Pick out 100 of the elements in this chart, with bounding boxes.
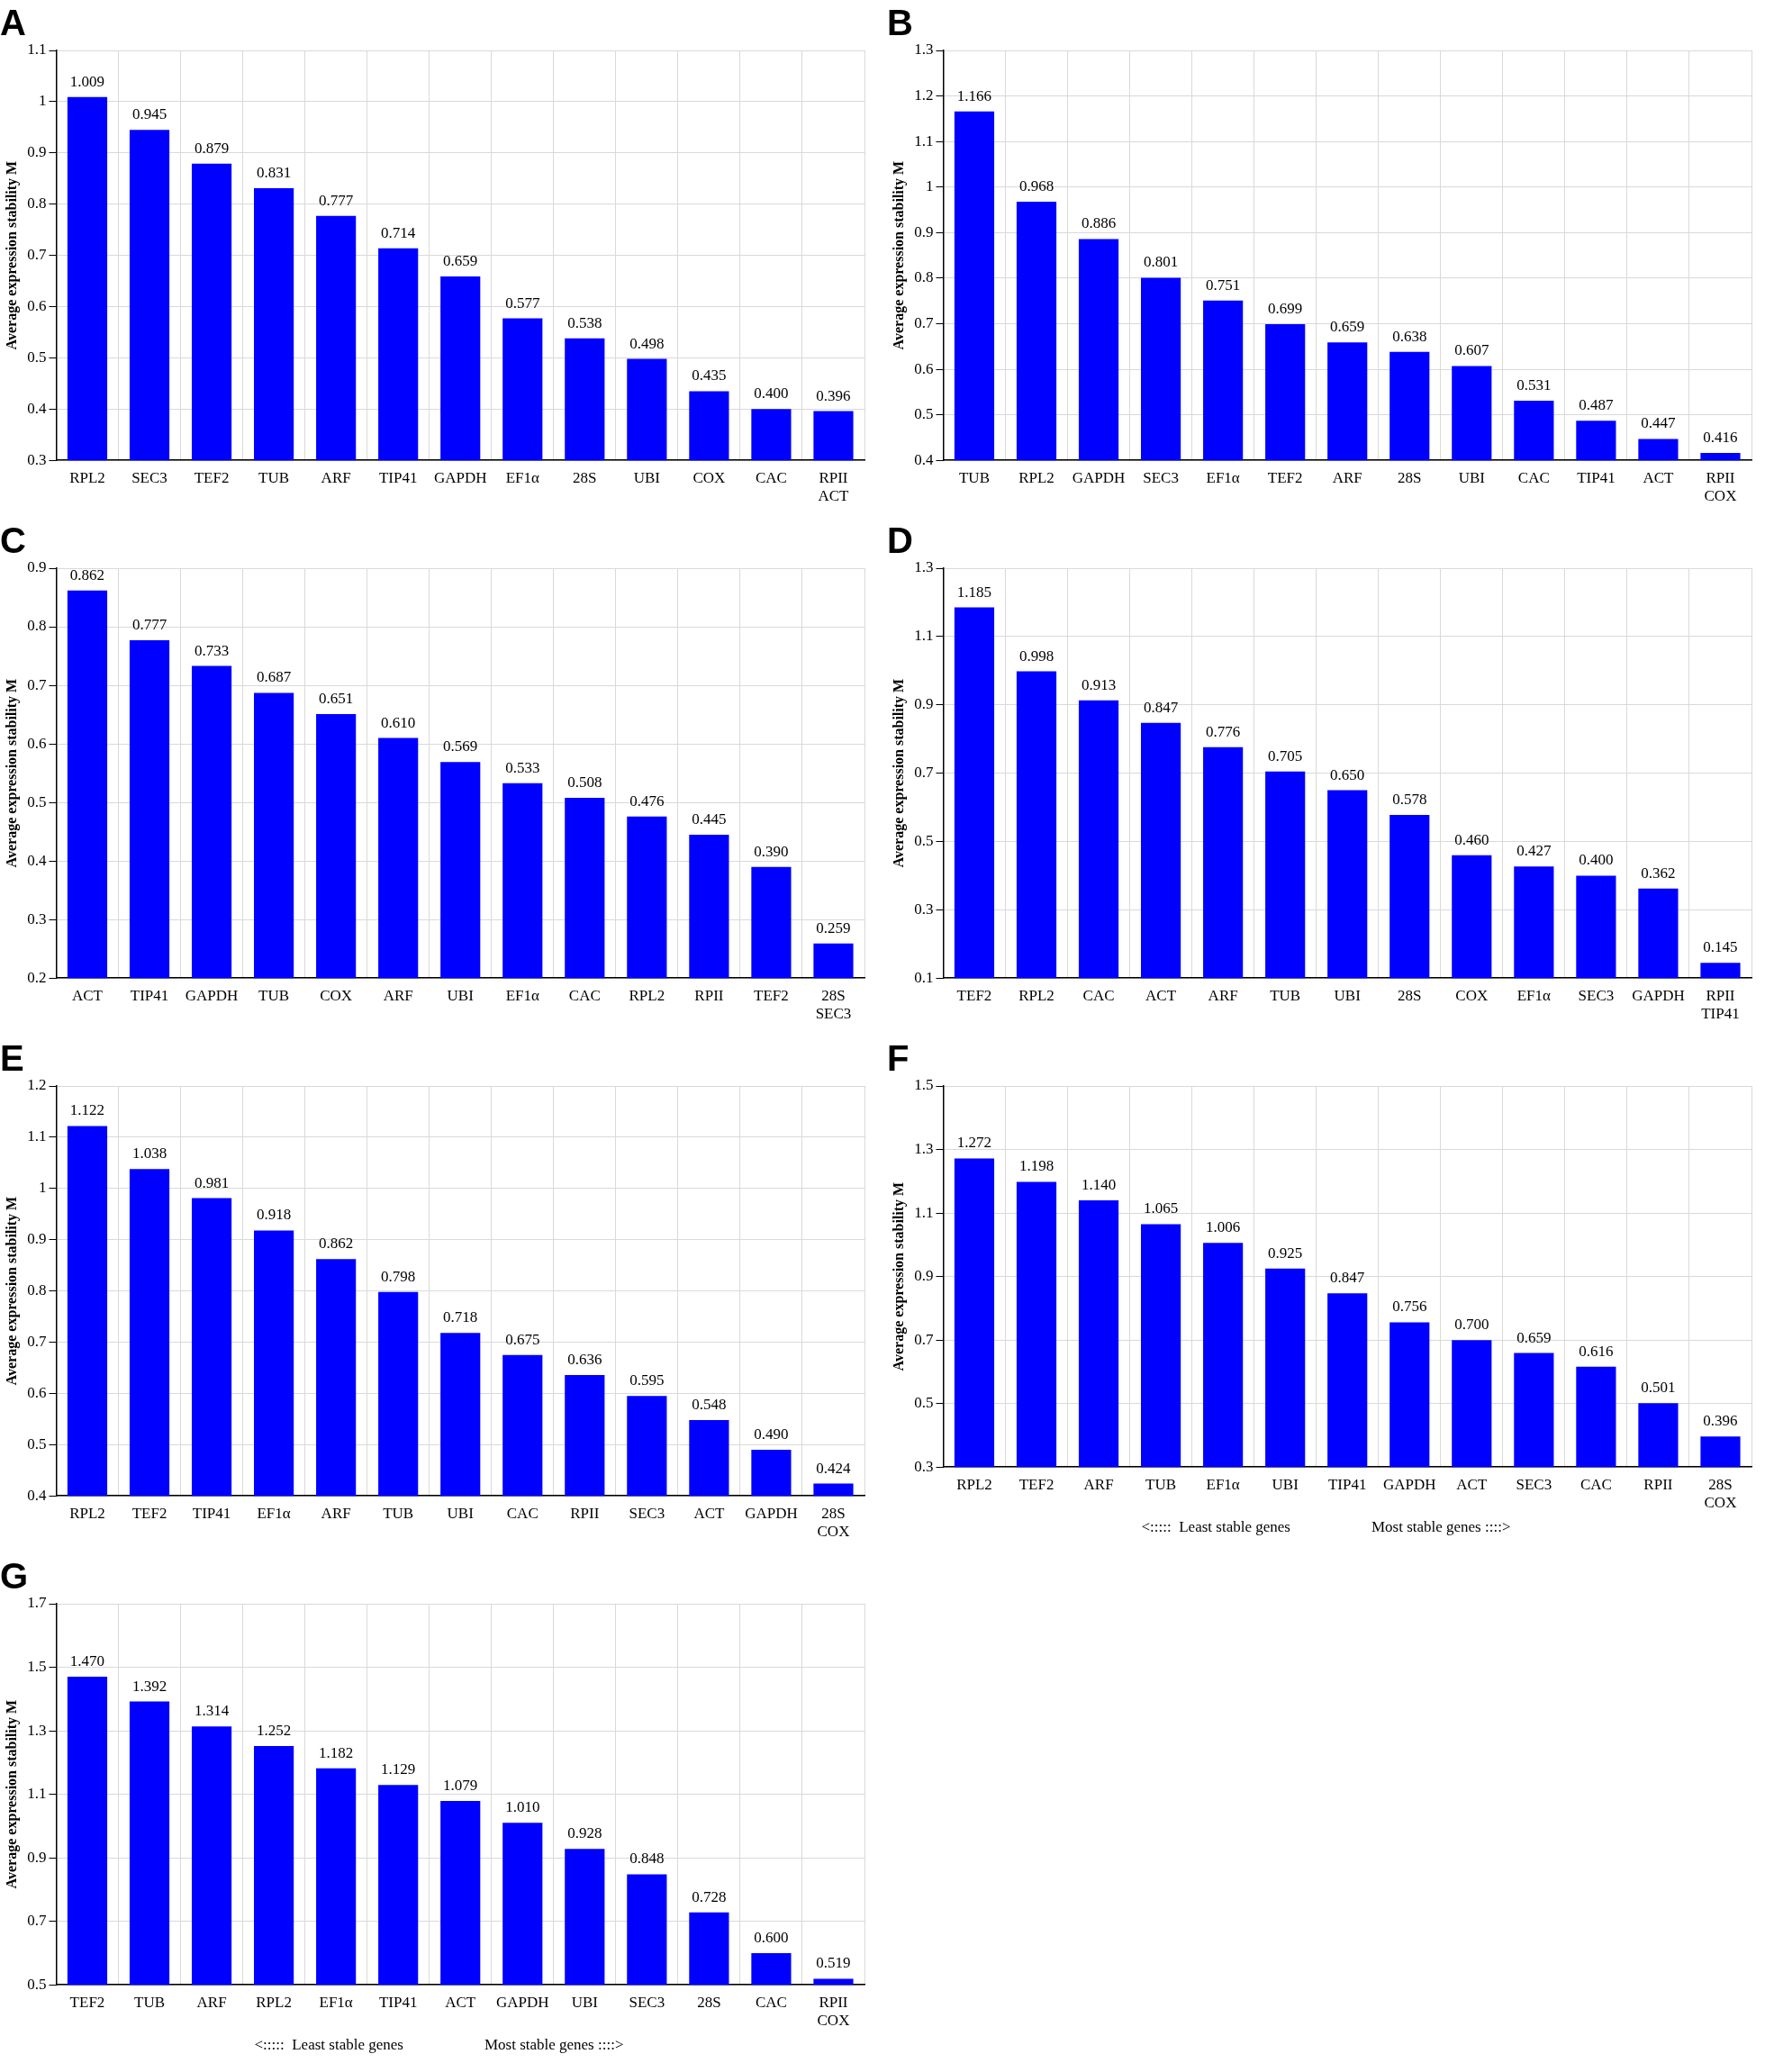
x-tick-label: ARF <box>1083 1475 1114 1493</box>
y-tick-label: 1 <box>38 1179 47 1197</box>
x-tick-label: TIP41 <box>192 1504 231 1522</box>
x-tick-label: TEF2 <box>956 986 992 1004</box>
y-tick-label: 0.4 <box>914 450 934 468</box>
data-label: 1.038 <box>131 1145 167 1163</box>
text: Most stable genes ::::> <box>484 2036 624 2054</box>
x-tick-label: ARF <box>1208 986 1238 1004</box>
data-label: 0.848 <box>629 1850 665 1868</box>
data-label: 0.577 <box>505 294 540 312</box>
x-tick-label: EF1α <box>505 468 539 486</box>
x-tick-label: GAPDH <box>1632 986 1685 1004</box>
x-tick-label: SEC3 <box>1516 1475 1552 1493</box>
x-tick-label: COX <box>1455 986 1489 1004</box>
x-tick-label: RPL2 <box>256 1993 292 2011</box>
data-label: 0.879 <box>194 139 230 157</box>
data-label: 0.508 <box>567 773 602 791</box>
x-tick-label: RPII <box>694 986 724 1004</box>
y-tick-label: 0.6 <box>27 1383 47 1401</box>
x-tick-label: GAPDH <box>185 986 239 1004</box>
x-tick-label: 28S <box>1398 468 1422 486</box>
x-tick-label: TUB <box>258 986 290 1004</box>
data-label: 0.435 <box>692 366 727 385</box>
y-tick-label: 0.7 <box>27 246 47 264</box>
x-tick-label: UBI <box>1458 468 1486 486</box>
y-tick-label: 1 <box>38 92 47 110</box>
data-label: 0.714 <box>381 223 416 241</box>
data-label: 0.945 <box>131 105 167 123</box>
y-tick-label: 0.3 <box>914 1457 934 1475</box>
y-tick-label: 0.5 <box>27 1975 47 1993</box>
data-label: 0.519 <box>816 1954 851 1972</box>
data-label: 0.998 <box>1018 647 1054 665</box>
y-tick-label: 0.5 <box>27 792 47 810</box>
data-label: 0.777 <box>319 191 354 209</box>
y-tick-label: 0.2 <box>27 968 47 986</box>
y-tick-label: 1.1 <box>914 627 934 645</box>
y-tick-label: 0.6 <box>27 296 47 314</box>
y-axis-title: Average expression stability M <box>890 678 907 868</box>
y-tick-label: 0.7 <box>27 1912 47 1930</box>
x-tick-label: EF1α <box>257 1504 291 1522</box>
y-tick-label: 0.8 <box>27 617 47 635</box>
data-label: 1.140 <box>1081 1175 1117 1193</box>
x-tick-label: GAPDH <box>745 1504 798 1522</box>
data-label: 0.501 <box>1641 1379 1676 1397</box>
x-tick-label: SEC3 <box>1143 468 1179 486</box>
x-tick-label: TUB <box>134 1993 166 2011</box>
data-label: 0.756 <box>1392 1298 1427 1316</box>
x-tick-label: EF1α <box>505 986 539 1004</box>
y-tick-label: 0.3 <box>914 900 934 918</box>
x-tick-label: SEC3 <box>629 1504 665 1522</box>
y-tick-label: 0.5 <box>27 1434 47 1452</box>
x-tick-label: RPII COX <box>1704 468 1737 505</box>
data-label: 0.490 <box>754 1425 789 1443</box>
y-tick-label: 1.2 <box>914 86 934 104</box>
x-tick-label: ARF <box>321 1504 351 1522</box>
x-tick-label: RPL2 <box>956 1475 992 1493</box>
x-tick-label: COX <box>692 468 726 486</box>
data-label: 0.928 <box>567 1824 602 1842</box>
y-tick-label: 0.4 <box>27 399 47 417</box>
data-label: 1.009 <box>69 72 105 90</box>
y-tick-label: 0.9 <box>914 1267 934 1285</box>
x-tick-label: RPL2 <box>69 468 105 486</box>
data-label: 1.392 <box>131 1677 167 1695</box>
x-tick-label: RPII <box>1643 1475 1673 1493</box>
chart-title: G <box>0 1556 29 1597</box>
data-label: 0.651 <box>319 689 354 707</box>
data-label: 0.416 <box>1703 429 1738 447</box>
x-tick-label: CAC <box>755 1993 787 2011</box>
y-tick-label: 0.6 <box>914 359 934 377</box>
data-label: 0.396 <box>1703 1412 1738 1430</box>
data-label: 0.447 <box>1641 414 1677 432</box>
x-tick-label: TIP41 <box>1577 468 1616 486</box>
y-tick-label: 1.3 <box>914 41 934 59</box>
data-label: 0.886 <box>1081 214 1117 232</box>
data-label: 0.259 <box>816 918 851 936</box>
data-label: 0.390 <box>754 842 789 860</box>
data-label: 0.610 <box>381 713 416 731</box>
x-tick-label: RPII <box>570 1504 600 1522</box>
y-tick-label: 1.3 <box>914 1140 934 1157</box>
data-label: 0.531 <box>1516 375 1552 394</box>
x-tick-label: CAC <box>1082 986 1115 1004</box>
y-tick-label: 1.5 <box>914 1076 934 1094</box>
data-label: 0.638 <box>1392 327 1427 345</box>
y-tick-label: 0.9 <box>27 143 47 161</box>
chart-title: E <box>0 1038 24 1079</box>
data-label: 0.400 <box>754 385 789 403</box>
data-label: 0.718 <box>443 1308 478 1326</box>
x-tick-label: CAC <box>506 1504 539 1522</box>
x-tick-label: GAPDH <box>495 1993 549 2011</box>
data-label: 0.801 <box>1143 253 1179 271</box>
x-tick-label: SEC3 <box>131 468 167 486</box>
y-tick-label: 0.5 <box>914 831 934 849</box>
x-tick-label: RPII ACT <box>818 468 850 505</box>
x-tick-label: 28S SEC3 <box>815 986 852 1023</box>
y-axis-title: Average expression stability M <box>3 1196 20 1386</box>
data-label: 0.607 <box>1454 341 1489 359</box>
text: <::::: Least stable genes <box>1141 1518 1290 1536</box>
text: <::::: Least stable genes <box>254 2036 403 2054</box>
x-tick-label: 28S COX <box>1704 1475 1737 1512</box>
y-tick-label: 1.1 <box>914 131 934 149</box>
